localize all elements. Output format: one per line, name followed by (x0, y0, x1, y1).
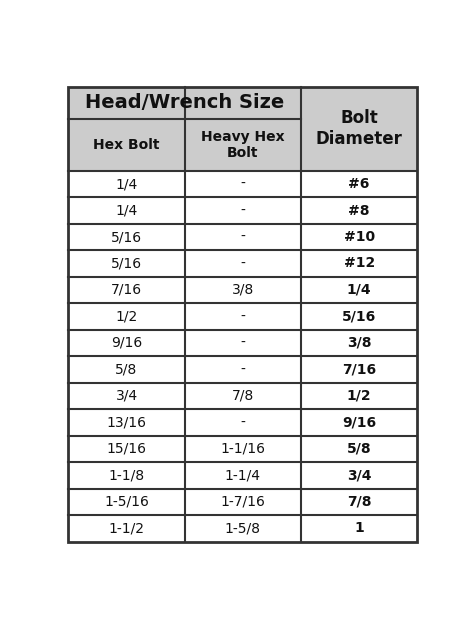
Bar (68, 86, 301, 119)
Text: 3/4: 3/4 (347, 468, 372, 483)
Bar (68, 171, 418, 197)
Text: Hex Bolt: Hex Bolt (93, 137, 160, 152)
Bar (68, 515, 418, 542)
Bar (68, 277, 418, 303)
Text: -: - (240, 310, 245, 323)
Text: #8: #8 (348, 203, 370, 218)
Bar (68, 489, 418, 515)
Text: 15/16: 15/16 (107, 442, 146, 456)
Text: 3/8: 3/8 (232, 283, 254, 297)
Bar (68, 356, 418, 383)
Text: #12: #12 (344, 256, 375, 271)
Text: Heavy Hex
Bolt: Heavy Hex Bolt (201, 129, 284, 160)
Text: 1: 1 (354, 521, 364, 536)
Bar (68, 119, 301, 171)
Text: 7/16: 7/16 (342, 363, 376, 376)
Text: #6: #6 (348, 177, 370, 191)
Text: 5/16: 5/16 (111, 256, 142, 271)
Bar (68, 224, 418, 250)
Text: 1/2: 1/2 (115, 310, 137, 323)
Text: 1-1/16: 1-1/16 (220, 442, 265, 456)
Bar (68, 250, 418, 277)
Text: Head/Wrench Size: Head/Wrench Size (85, 93, 284, 112)
Bar (68, 409, 418, 435)
Bar (68, 330, 418, 356)
Bar (68, 462, 418, 489)
Text: 1/2: 1/2 (347, 389, 372, 403)
Text: -: - (240, 203, 245, 218)
Text: 1-1/4: 1-1/4 (225, 468, 261, 483)
Bar (68, 435, 418, 462)
Text: 5/8: 5/8 (115, 363, 137, 376)
Text: 1/4: 1/4 (115, 203, 137, 218)
Text: -: - (240, 336, 245, 350)
Text: -: - (240, 177, 245, 191)
Text: -: - (240, 415, 245, 429)
Text: 13/16: 13/16 (107, 415, 146, 429)
Text: -: - (240, 256, 245, 271)
Text: 5/8: 5/8 (347, 442, 372, 456)
Text: 1/4: 1/4 (115, 177, 137, 191)
Text: #10: #10 (344, 230, 375, 244)
Text: 7/8: 7/8 (347, 495, 372, 509)
Text: 1-1/8: 1-1/8 (109, 468, 145, 483)
Text: 1-7/16: 1-7/16 (220, 495, 265, 509)
Text: 3/4: 3/4 (116, 389, 137, 403)
Text: 5/16: 5/16 (342, 310, 376, 323)
Text: -: - (240, 230, 245, 244)
Text: 1/4: 1/4 (347, 283, 372, 297)
Text: 1-1/2: 1-1/2 (109, 521, 145, 536)
Text: -: - (240, 363, 245, 376)
Bar (301, 86, 418, 171)
Text: 3/8: 3/8 (347, 336, 372, 350)
Bar (68, 197, 418, 224)
Text: 7/16: 7/16 (111, 283, 142, 297)
Bar (68, 383, 418, 409)
Text: 9/16: 9/16 (111, 336, 142, 350)
Text: 9/16: 9/16 (342, 415, 376, 429)
Bar (68, 303, 418, 330)
Text: 1-5/8: 1-5/8 (225, 521, 261, 536)
Text: Bolt
Diameter: Bolt Diameter (316, 109, 402, 148)
Text: 5/16: 5/16 (111, 230, 142, 244)
Text: 1-5/16: 1-5/16 (104, 495, 149, 509)
Text: 7/8: 7/8 (232, 389, 254, 403)
